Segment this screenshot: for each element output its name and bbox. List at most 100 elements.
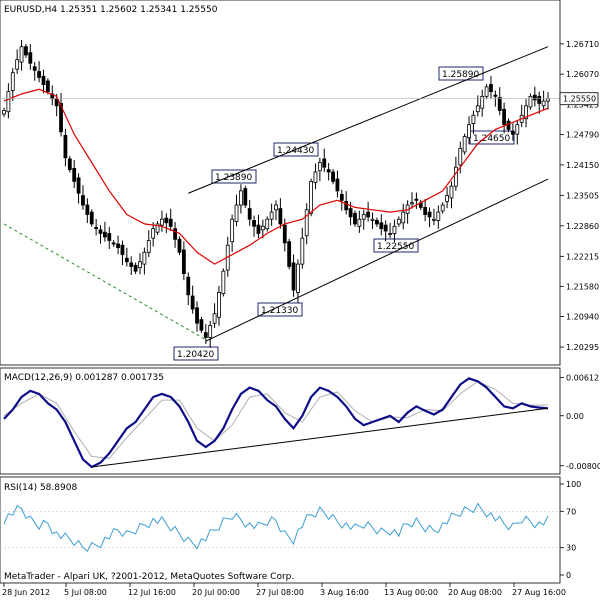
candle-body [375, 220, 379, 225]
time-tick-label: 3 Aug 16:00 [320, 588, 369, 597]
macd-main-line [3, 377, 549, 469]
candle-body [357, 218, 362, 227]
candle-body [164, 217, 169, 224]
candle-body [32, 66, 37, 71]
time-tick-label: 5 Jul 08:00 [64, 588, 107, 597]
candle-body [59, 103, 63, 133]
candle-body [6, 91, 11, 113]
candle-body [396, 218, 401, 225]
candle-body [24, 46, 28, 56]
price-y-axis: 1.26710 1.26070 1.25425 1.24790 1.24150 1.235… [560, 40, 599, 352]
candle-body [63, 134, 68, 159]
macd-support-line [91, 407, 549, 468]
candle-body [506, 120, 511, 130]
candle-body [103, 231, 107, 238]
candle-body [291, 262, 296, 291]
price-annotation-label: 1.21330 [261, 306, 298, 316]
candle-body [348, 208, 353, 218]
current-price-box [559, 92, 599, 106]
candle-body [168, 218, 173, 227]
price-tick-label: 1.21580 [566, 282, 599, 291]
candle-body [453, 166, 458, 187]
candle-body [370, 218, 375, 221]
candle-body [484, 86, 489, 97]
candle-body [173, 228, 177, 240]
macd-pane: MACD(12,26,9) 0.001287 0.001735 0.006120… [0, 367, 600, 475]
candle-body [383, 224, 388, 232]
candle-body [239, 190, 243, 206]
candle-body [199, 319, 204, 331]
rsi-tick-label: 70 [566, 507, 576, 516]
candle-body [344, 201, 349, 211]
candle-body [493, 94, 498, 97]
macd-header: MACD(12,26,9) 0.001287 0.001735 [4, 373, 164, 383]
candle-body [116, 243, 120, 248]
candle-body [155, 223, 160, 233]
price-tick-label: 1.22860 [566, 222, 599, 231]
candle-body [497, 97, 502, 111]
time-tick-label: 20 Jul 00:00 [192, 588, 240, 597]
time-tick-label: 27 Aug 16:00 [512, 588, 566, 597]
candle-body [10, 72, 15, 91]
candle-body [515, 124, 520, 135]
price-tick-label: 1.24790 [566, 131, 599, 140]
price-annotations: 1.20420 1.21330 1.23890 1.24430 1.22550 1.246… [173, 66, 515, 361]
candle-body [537, 95, 542, 104]
candle-body [458, 147, 463, 166]
candle-body [379, 222, 384, 230]
candle-body [401, 211, 406, 224]
candle-body [489, 84, 493, 93]
price-tick-label: 1.25425 [566, 101, 599, 110]
candle-body [366, 211, 371, 218]
time-tick-label: 27 Jul 08:00 [256, 588, 304, 597]
candle-body [445, 195, 449, 202]
candle-body [76, 177, 81, 194]
price-annotation-label: 1.23890 [215, 173, 252, 183]
candle-body [67, 158, 72, 170]
candle-body [440, 204, 445, 212]
rsi-y-axis: 100 70 30 0 [0, 480, 581, 580]
candle-body [546, 98, 550, 102]
time-axis: 28 Jun 2012 5 Jul 08:00 12 Jul 16:00 20 Jul… [2, 583, 566, 597]
candle-body [212, 313, 217, 324]
price-series: 1.25550 [0, 40, 599, 348]
candle-body [234, 204, 239, 222]
price-tick-label: 1.26070 [566, 70, 599, 79]
candle-body [309, 181, 313, 214]
candle-body [480, 95, 485, 109]
time-tick-label: 28 Jun 2012 [2, 588, 50, 597]
candle-body [19, 46, 24, 63]
ma-line [3, 88, 549, 265]
candle-body [28, 52, 33, 64]
candle-body [186, 276, 191, 296]
upper-channel-line [188, 46, 549, 194]
candle-body [304, 209, 309, 237]
candle-body [511, 131, 515, 135]
lower-channel-line [205, 178, 549, 342]
candle-body [247, 208, 252, 220]
candle-body [449, 185, 454, 199]
candle-body [300, 237, 305, 265]
macd-y-axis: 0.00612 0.00 -0.00800 [560, 374, 600, 471]
candle-body [339, 194, 344, 201]
rsi-tick-label: 30 [566, 544, 576, 553]
candle-body [111, 242, 116, 245]
candle-body [217, 292, 221, 318]
rsi-series [3, 502, 549, 552]
candle-body [462, 136, 467, 153]
price-header: EURUSD,H4 1.25351 1.25602 1.25341 1.2555… [4, 5, 218, 15]
candle-body [160, 218, 164, 226]
candle-body [177, 238, 182, 253]
dotted-support-line [3, 223, 207, 341]
price-annotation-box [257, 302, 303, 317]
candle-body [120, 244, 125, 256]
price-tick-label: 1.26710 [566, 40, 599, 49]
candle-body [265, 218, 270, 230]
macd-tick-label: 0.00612 [566, 374, 599, 383]
price-annotation-label: 1.24430 [277, 146, 314, 156]
candle-body [313, 171, 318, 183]
candle-body [190, 295, 195, 310]
candle-body [146, 240, 151, 253]
price-tick-label: 1.24150 [566, 161, 599, 170]
macd-series [3, 377, 549, 469]
